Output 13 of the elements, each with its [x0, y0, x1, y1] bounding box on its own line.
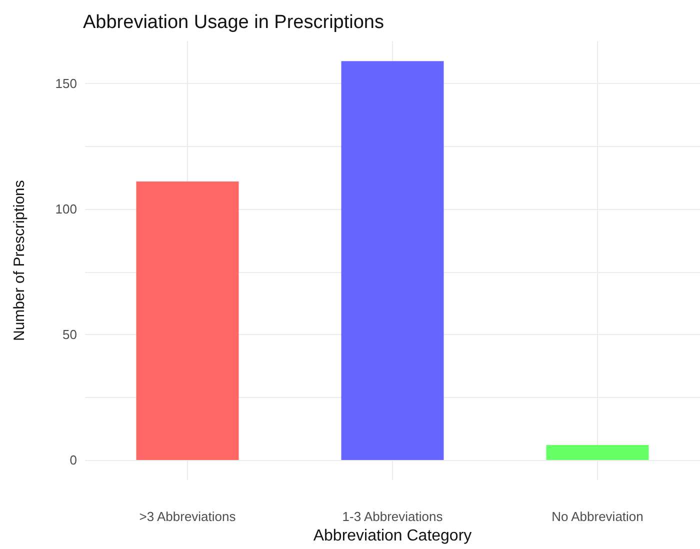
bar — [136, 182, 239, 460]
chart-title: Abbreviation Usage in Prescriptions — [83, 12, 384, 33]
bar — [341, 61, 444, 460]
x-tick-label: No Abbreviation — [552, 509, 644, 524]
bar — [546, 444, 649, 460]
x-tick-label: 1-3 Abbreviations — [342, 509, 444, 524]
y-tick-label: 50 — [62, 327, 77, 342]
x-axis-title: Abbreviation Category — [313, 528, 472, 544]
y-tick-label: 100 — [55, 202, 77, 217]
y-tick-label: 150 — [55, 76, 77, 92]
x-tick-label: >3 Abbreviations — [139, 509, 236, 524]
y-tick-label: 0 — [70, 452, 77, 468]
y-axis-title: Number of Prescriptions — [11, 180, 28, 342]
